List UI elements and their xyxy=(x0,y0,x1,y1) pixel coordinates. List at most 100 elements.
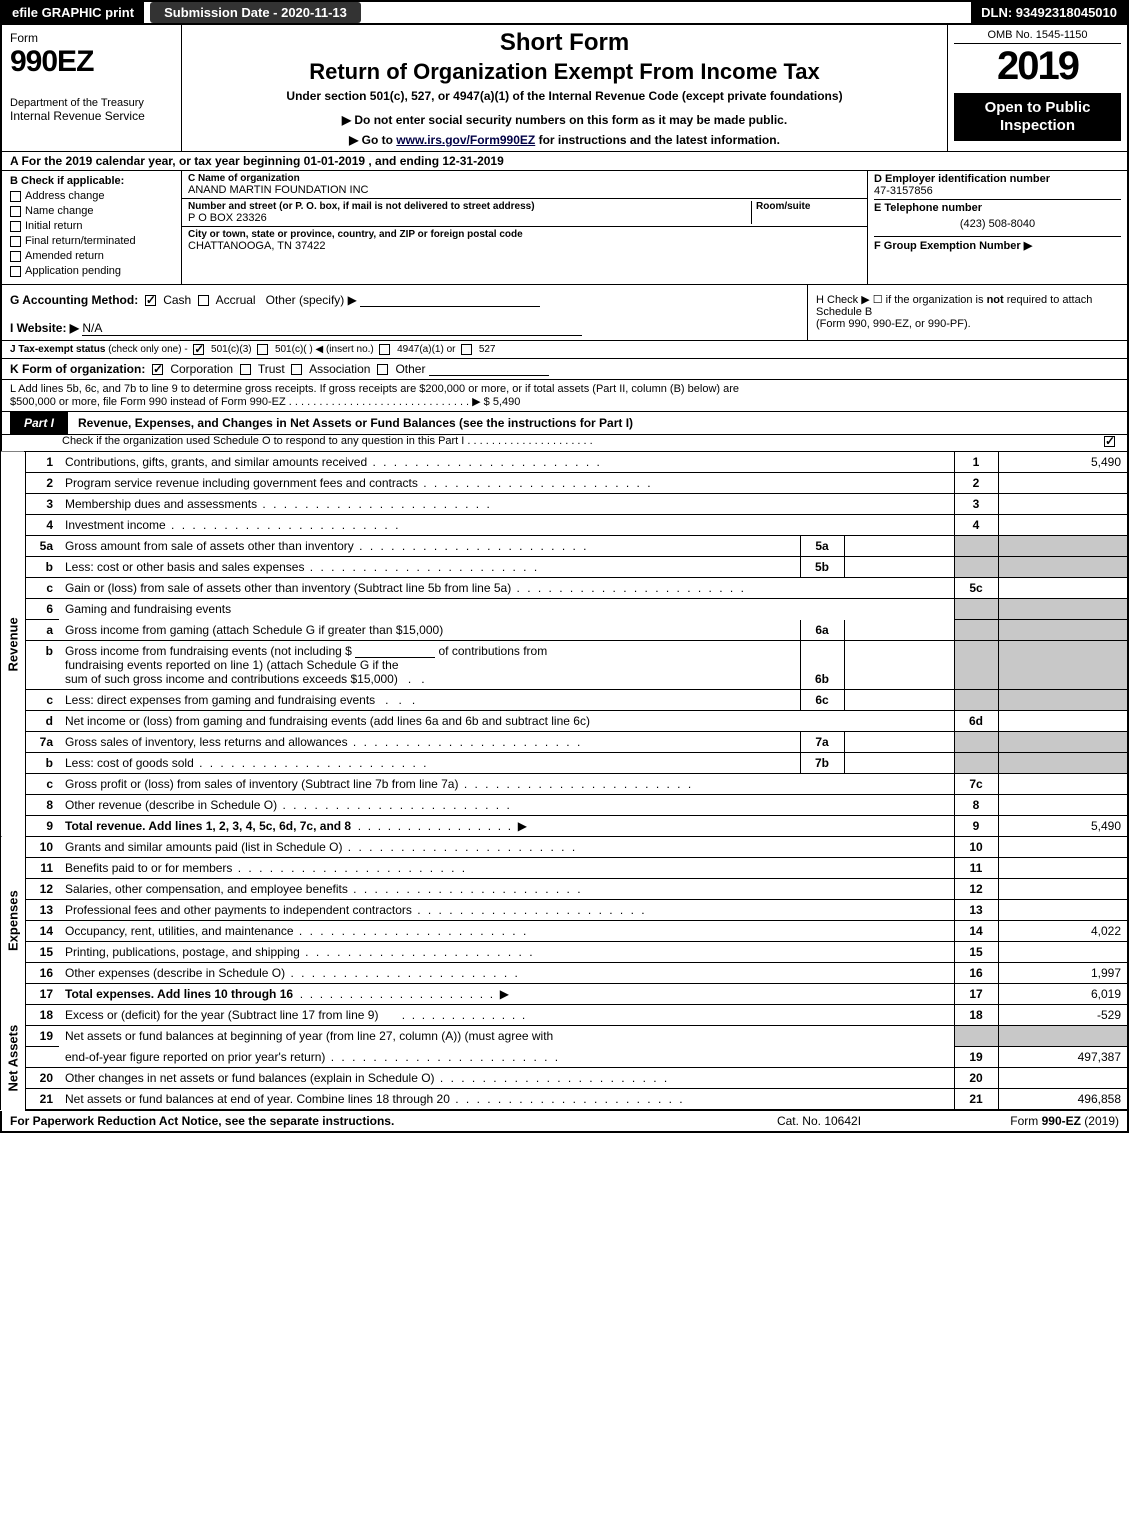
table-row: 13 Professional fees and other payments … xyxy=(1,900,1128,921)
line-num: 7a xyxy=(25,732,59,753)
chk-association[interactable] xyxy=(291,364,302,375)
line-num: 12 xyxy=(25,879,59,900)
table-row: 8 Other revenue (describe in Schedule O)… xyxy=(1,795,1128,816)
chk-final-return[interactable]: Final return/terminated xyxy=(10,235,173,247)
line-num: 15 xyxy=(25,942,59,963)
chk-label: Amended return xyxy=(25,250,104,262)
chk-cash[interactable] xyxy=(145,295,156,306)
line-num: 13 xyxy=(25,900,59,921)
other-specify-field[interactable] xyxy=(360,293,540,307)
line-val-shaded xyxy=(998,732,1128,753)
side-label-revenue: Revenue xyxy=(1,452,25,837)
line-desc: Gross profit or (loss) from sales of inv… xyxy=(59,774,954,795)
line-num: c xyxy=(25,690,59,711)
table-row: 12 Salaries, other compensation, and emp… xyxy=(1,879,1128,900)
accounting-method-label: G Accounting Method: xyxy=(10,293,138,307)
chk-501c[interactable] xyxy=(257,344,268,355)
line-text: end-of-year figure reported on prior yea… xyxy=(65,1050,560,1064)
sub-ref: 5b xyxy=(800,557,844,578)
k-label: K Form of organization: xyxy=(10,362,145,376)
street-label: Number and street (or P. O. box, if mail… xyxy=(188,201,751,212)
line-ref-shaded xyxy=(954,753,998,774)
chk-initial-return[interactable]: Initial return xyxy=(10,220,173,232)
line-num: 8 xyxy=(25,795,59,816)
efile-print-label[interactable]: efile GRAPHIC print xyxy=(2,2,144,23)
other-org-field[interactable] xyxy=(429,362,549,376)
line-val xyxy=(998,578,1128,599)
table-row: d Net income or (loss) from gaming and f… xyxy=(1,711,1128,732)
table-row: c Gain or (loss) from sale of assets oth… xyxy=(1,578,1128,599)
row-a-tax-year: A For the 2019 calendar year, or tax yea… xyxy=(0,152,1129,171)
line-val-shaded xyxy=(998,1026,1128,1047)
chk-schedule-o[interactable] xyxy=(1104,436,1115,447)
line-num: 18 xyxy=(25,1005,59,1026)
accrual-label: Accrual xyxy=(216,293,256,307)
chk-other-org[interactable] xyxy=(377,364,388,375)
line-num: c xyxy=(25,774,59,795)
line-val xyxy=(998,774,1128,795)
line-desc: Less: cost of goods sold xyxy=(59,753,800,774)
line-val xyxy=(998,515,1128,536)
submission-date-button[interactable]: Submission Date - 2020-11-13 xyxy=(150,2,361,23)
section-h: H Check ▶ ☐ if the organization is not r… xyxy=(807,285,1127,340)
website-label: I Website: ▶ xyxy=(10,321,79,335)
omb-number: OMB No. 1545-1150 xyxy=(954,29,1121,44)
table-row: b Gross income from fundraising events (… xyxy=(1,641,1128,690)
line-desc: Other expenses (describe in Schedule O) xyxy=(59,963,954,984)
line-desc: Gross amount from sale of assets other t… xyxy=(59,536,800,557)
irs-link[interactable]: www.irs.gov/Form990EZ xyxy=(396,133,535,147)
ein-label: D Employer identification number xyxy=(874,173,1121,185)
line-num: 9 xyxy=(25,816,59,837)
table-row: 6 Gaming and fundraising events xyxy=(1,599,1128,620)
sub-ref: 7b xyxy=(800,753,844,774)
chk-amended-return[interactable]: Amended return xyxy=(10,250,173,262)
opt-501c3: 501(c)(3) xyxy=(211,344,252,355)
line-val xyxy=(998,942,1128,963)
header-right: OMB No. 1545-1150 2019 Open to Public In… xyxy=(947,25,1127,151)
header-center: Short Form Return of Organization Exempt… xyxy=(182,25,947,151)
chk-527[interactable] xyxy=(461,344,472,355)
line-ref-shaded xyxy=(954,599,998,620)
line-text: Less: cost of goods sold xyxy=(65,756,428,770)
chk-name-change[interactable]: Name change xyxy=(10,205,173,217)
line-desc: Other changes in net assets or fund bala… xyxy=(59,1068,954,1089)
phone-value: (423) 508-8040 xyxy=(874,214,1121,234)
chk-accrual[interactable] xyxy=(198,295,209,306)
chk-501c3[interactable] xyxy=(193,344,204,355)
line-val-shaded xyxy=(998,753,1128,774)
line-desc: Net assets or fund balances at end of ye… xyxy=(59,1089,954,1111)
line-num: b xyxy=(25,557,59,578)
line-val: 6,019 xyxy=(998,984,1128,1005)
contrib-amount-field[interactable] xyxy=(355,644,435,658)
line-ref-shaded xyxy=(954,641,998,690)
line-desc: Gross income from fundraising events (no… xyxy=(59,641,800,690)
sub-ref: 6a xyxy=(800,620,844,641)
line-num: b xyxy=(25,641,59,690)
table-row: b Less: cost or other basis and sales ex… xyxy=(1,557,1128,578)
chk-trust[interactable] xyxy=(240,364,251,375)
city-row: City or town, state or province, country… xyxy=(182,227,867,254)
chk-4947[interactable] xyxy=(379,344,390,355)
chk-corporation[interactable] xyxy=(152,364,163,375)
line-text: fundraising events reported on line 1) (… xyxy=(65,658,399,672)
chk-application-pending[interactable]: Application pending xyxy=(10,265,173,277)
line-text: Other expenses (describe in Schedule O) xyxy=(65,966,520,980)
table-row: 14 Occupancy, rent, utilities, and maint… xyxy=(1,921,1128,942)
sub-val xyxy=(844,557,954,578)
line-ref: 2 xyxy=(954,473,998,494)
line-num: 5a xyxy=(25,536,59,557)
checkbox-icon xyxy=(10,236,21,247)
line-val xyxy=(998,711,1128,732)
street-row: Number and street (or P. O. box, if mail… xyxy=(182,199,867,227)
line-ref: 13 xyxy=(954,900,998,921)
line-val: 4,022 xyxy=(998,921,1128,942)
chk-address-change[interactable]: Address change xyxy=(10,190,173,202)
sub-val xyxy=(844,732,954,753)
org-name-row: C Name of organization ANAND MARTIN FOUN… xyxy=(182,171,867,199)
part-title: Revenue, Expenses, and Changes in Net As… xyxy=(68,412,1127,434)
chk-label: Final return/terminated xyxy=(25,235,136,247)
row-gh: G Accounting Method: Cash Accrual Other … xyxy=(0,285,1129,341)
phone-label: E Telephone number xyxy=(874,202,1121,214)
table-row: 17 Total expenses. Add lines 10 through … xyxy=(1,984,1128,1005)
sub-ref: 7a xyxy=(800,732,844,753)
